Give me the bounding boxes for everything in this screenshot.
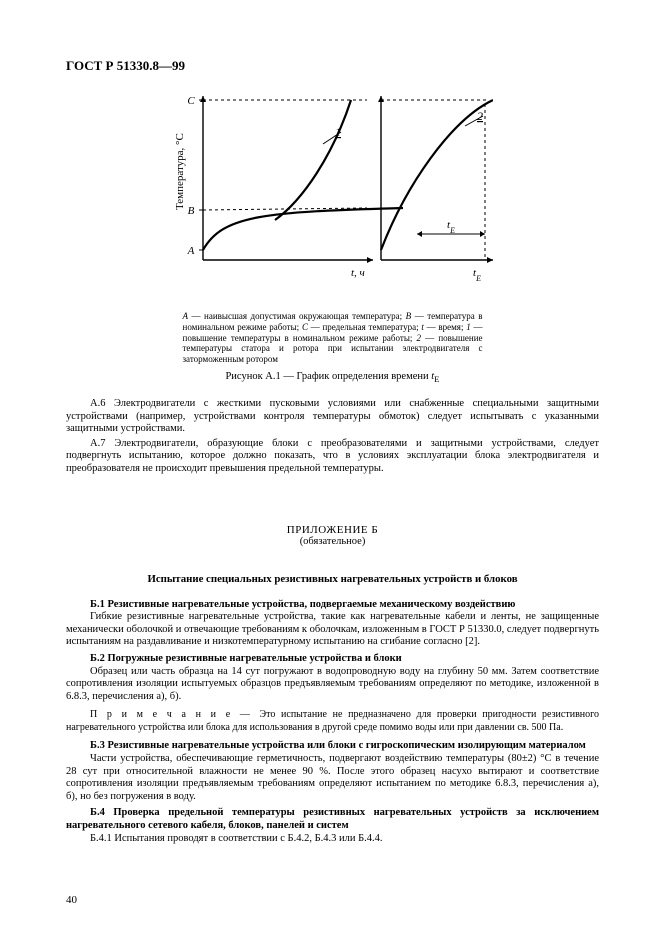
document-header: ГОСТ Р 51330.8—99 [66,58,599,74]
subsection-heading: Б.3 Резистивные нагревательные устройств… [66,740,599,753]
page-number: 40 [66,894,77,906]
body-paragraph: Части устройства, обеспечивающие гермети… [66,753,599,803]
note-paragraph: П р и м е ч а н и е — Это испытание не п… [66,709,599,734]
body-paragraph: Б.4.1 Испытания проводят в соответствии … [66,833,599,846]
svg-text:Температура, °С: Температура, °С [174,133,186,210]
subsection-heading: Б.2 Погружные резистивные нагревательные… [66,653,599,666]
svg-text:C: C [187,95,195,107]
appendix-subtitle: (обязательное) [66,536,599,547]
section-title: Испытание специальных резистивных нагрев… [66,573,599,585]
figure-caption: Рисунок А.1 — График определения времени… [66,371,599,384]
svg-text:tE: tE [473,267,481,283]
legend-item: t — время; [421,322,466,332]
svg-text:tE: tE [447,219,455,235]
svg-text:A: A [186,245,194,257]
subsection-heading: Б.1 Резистивные нагревательные устройств… [66,599,599,612]
legend-item: C — предельная температура; [302,322,421,332]
paragraph-a6: А.6 Электродвигатели с жесткими пусковым… [66,398,599,436]
figure-a1-chart: Температура, °СABC12tEt, чtE [173,90,493,305]
legend-item: A — наивысшая допустимая окружающая темп… [183,311,406,321]
figure-legend: A — наивысшая допустимая окружающая темп… [183,311,483,365]
svg-text:t, ч: t, ч [351,267,365,279]
subsection-heading: Б.4 Проверка предельной температуры рези… [66,807,599,832]
appendix-title: ПРИЛОЖЕНИЕ Б [66,524,599,536]
body-paragraph: Образец или часть образца на 14 сут погр… [66,666,599,704]
svg-text:B: B [187,205,194,217]
body-paragraph: Гибкие резистивные нагревательные устрой… [66,611,599,649]
paragraph-a7: А.7 Электродвигатели, образующие блоки с… [66,438,599,476]
